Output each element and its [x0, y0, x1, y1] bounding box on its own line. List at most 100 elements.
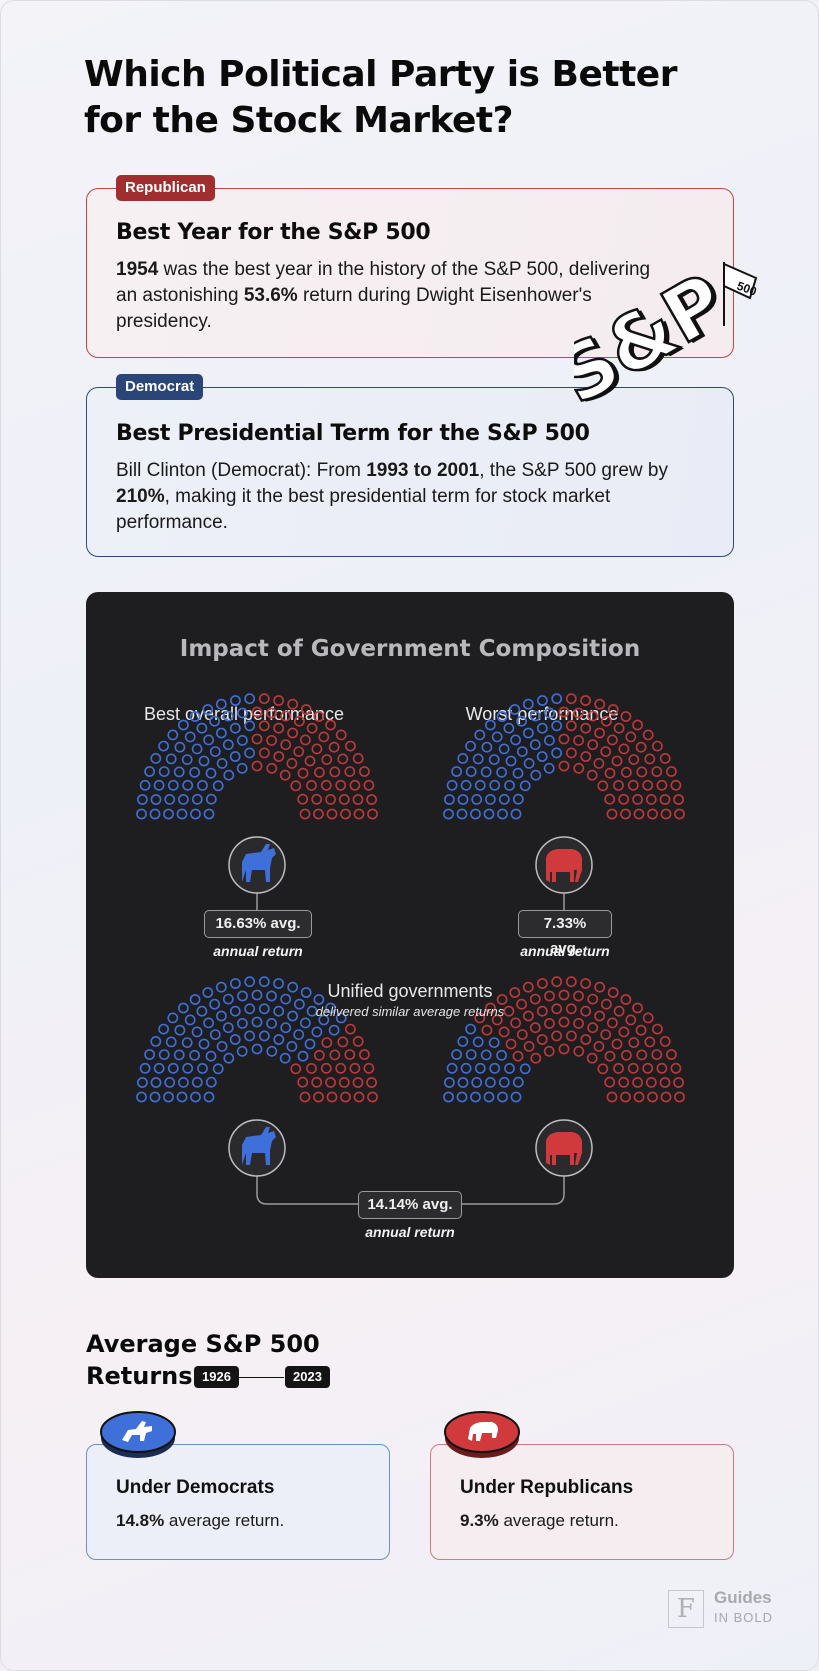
seat-dot	[358, 766, 370, 777]
seat-dot	[216, 1040, 228, 1052]
seat-dot	[197, 779, 208, 791]
seat-dot	[489, 779, 501, 791]
seat-dot	[451, 1049, 462, 1060]
seat-dot	[496, 994, 508, 1005]
seat-dot	[611, 755, 623, 767]
seat-dot	[205, 767, 217, 779]
seat-dot	[203, 734, 214, 746]
seat-dot	[613, 1005, 625, 1017]
seat-dot	[297, 1076, 309, 1088]
donkey-icon	[228, 1119, 286, 1177]
seat-dot	[565, 693, 577, 705]
seat-dot	[587, 993, 599, 1005]
seat-dot	[551, 747, 562, 759]
seat-dot	[496, 1049, 507, 1061]
seat-dot	[137, 794, 148, 805]
seat-dot	[586, 1052, 598, 1064]
hemicycle-best	[136, 693, 378, 820]
seat-dot	[632, 793, 643, 805]
seat-dot	[573, 734, 584, 746]
seat-dot	[236, 734, 248, 746]
end-year-pill: 2023	[285, 1366, 330, 1388]
seat-dot	[139, 1062, 151, 1074]
seat-dot	[587, 1022, 599, 1034]
seat-dot	[659, 1035, 671, 1047]
seat-dot	[167, 729, 179, 741]
seat-dot	[229, 722, 241, 734]
republicans-value: 9.3% average return.	[460, 1511, 619, 1530]
seat-dot	[223, 769, 235, 781]
seat-dot	[178, 793, 189, 805]
seat-dot	[173, 766, 185, 778]
seat-dot	[529, 1022, 541, 1034]
elephant-badge-icon	[444, 1411, 520, 1458]
seat-dot	[367, 1091, 378, 1103]
seat-dot	[519, 1063, 531, 1075]
seat-dot	[510, 808, 522, 820]
seat-dot	[471, 1076, 483, 1088]
seat-dot	[299, 1091, 311, 1103]
seat-dot	[460, 779, 472, 791]
seat-dot	[443, 794, 455, 805]
hemicycle-unified-dem	[136, 976, 378, 1103]
seat-dot	[656, 1062, 668, 1074]
brand-logo: F Guides IN BOLD	[668, 1588, 778, 1632]
seat-dot	[509, 987, 521, 998]
seat-dot	[620, 711, 632, 722]
seat-dot	[174, 741, 186, 753]
seat-dot	[150, 794, 162, 805]
seat-dot	[311, 1076, 323, 1088]
seat-dot	[349, 779, 361, 791]
seat-dot	[202, 987, 214, 998]
seat-dot	[635, 741, 647, 753]
seat-dot	[167, 779, 179, 791]
svg-text:500: 500	[735, 279, 759, 299]
seat-dot	[651, 766, 663, 777]
seat-dot	[258, 720, 270, 732]
seat-dot	[229, 1005, 241, 1017]
seat-dot	[489, 1062, 501, 1074]
seat-dot	[209, 715, 221, 727]
seat-dot	[215, 981, 227, 993]
seat-dot	[178, 1076, 189, 1088]
seat-dot	[313, 1049, 325, 1061]
seat-dot	[178, 719, 189, 731]
seat-dot	[321, 754, 333, 765]
seat-dot	[266, 1045, 278, 1057]
seat-dot	[594, 1010, 605, 1022]
seat-dot	[363, 779, 375, 791]
best-term-heading: Best Presidential Term for the S&P 500	[116, 421, 590, 446]
seat-dot	[652, 740, 663, 752]
elephant-icon	[535, 1119, 593, 1177]
seat-dot	[607, 704, 619, 715]
seat-dot	[465, 1023, 476, 1035]
seat-dot	[215, 698, 227, 710]
seat-dot	[212, 780, 224, 792]
seat-dot	[244, 747, 255, 759]
seat-dot	[544, 990, 555, 1002]
seat-dot	[488, 754, 500, 765]
seat-dot	[318, 731, 330, 743]
seat-dot	[176, 808, 188, 820]
page-title: Which Political Party is Better for the …	[84, 54, 677, 141]
seat-dot	[625, 1014, 637, 1026]
seat-dot	[222, 1022, 234, 1034]
seat-dot	[504, 1062, 515, 1074]
seat-dot	[158, 1023, 169, 1035]
seat-dot	[366, 794, 377, 805]
seat-dot	[512, 1076, 524, 1088]
seat-dot	[205, 1076, 217, 1088]
seat-dot	[286, 1040, 298, 1052]
seat-dot	[600, 1029, 612, 1040]
seat-dot	[673, 1077, 684, 1088]
seat-dot	[565, 720, 577, 732]
seat-dot	[215, 727, 227, 739]
seat-dot	[174, 1024, 186, 1036]
seat-dot	[604, 1076, 616, 1088]
seat-dot	[522, 981, 534, 993]
seat-dot	[512, 1050, 524, 1062]
seat-dot	[258, 1030, 270, 1042]
seat-dot	[504, 779, 515, 791]
seat-dot	[150, 1077, 162, 1088]
seat-dot	[325, 1002, 336, 1014]
